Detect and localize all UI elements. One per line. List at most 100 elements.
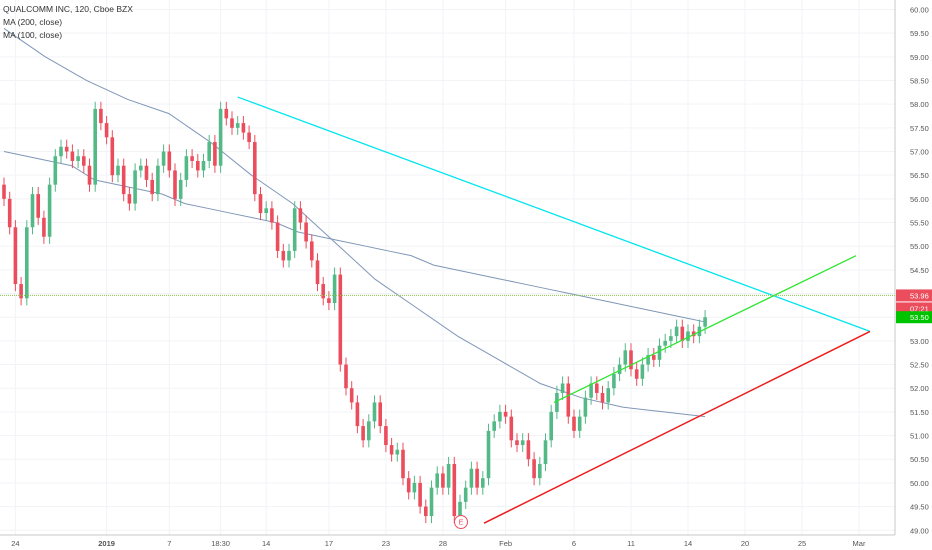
candle-body bbox=[401, 449, 405, 479]
candle-body bbox=[367, 421, 371, 441]
candle-body bbox=[424, 506, 428, 517]
candle-body bbox=[543, 440, 548, 464]
price-tick-label: 52.50 bbox=[910, 361, 929, 370]
candle-body bbox=[270, 208, 274, 223]
candle-body bbox=[583, 397, 588, 417]
chart-legend: QUALCOMM INC, 120, Cboe BZX MA (200, clo… bbox=[3, 3, 133, 42]
time-tick-label: 23 bbox=[382, 539, 390, 548]
ma-200-line bbox=[3, 151, 706, 323]
candle-body bbox=[224, 108, 229, 119]
candle-body bbox=[663, 340, 667, 346]
candle-body bbox=[355, 402, 360, 427]
time-tick-label: 24 bbox=[11, 539, 19, 548]
ma-value: 53.50 bbox=[910, 313, 929, 322]
candle-body bbox=[378, 402, 382, 427]
ma-100-path bbox=[3, 27, 706, 418]
candle-body bbox=[549, 411, 553, 441]
price-tick-label: 56.50 bbox=[910, 171, 929, 180]
candle-body bbox=[372, 402, 377, 422]
ma-200-path bbox=[3, 151, 706, 323]
candle-body bbox=[395, 449, 400, 455]
candle-body bbox=[566, 383, 571, 417]
candle-body bbox=[315, 260, 320, 285]
candle-body bbox=[110, 137, 115, 176]
legend-symbol[interactable]: QUALCOMM INC, 120, Cboe BZX bbox=[3, 4, 133, 14]
candle-body bbox=[13, 227, 18, 285]
candle-body bbox=[657, 345, 662, 360]
candle-body bbox=[629, 350, 633, 370]
time-tick-label: 25 bbox=[798, 539, 806, 548]
candle-body bbox=[384, 426, 388, 446]
price-tick-label: 59.50 bbox=[910, 29, 929, 38]
candle-body bbox=[458, 501, 462, 517]
candle-body bbox=[70, 151, 75, 161]
candle-body bbox=[178, 179, 183, 199]
candle-body bbox=[634, 369, 639, 379]
candle-body bbox=[327, 298, 331, 304]
candle-body bbox=[600, 392, 605, 403]
time-tick-label: 7 bbox=[167, 539, 171, 548]
candle-body bbox=[572, 416, 576, 431]
candle-body bbox=[150, 179, 154, 195]
legend-ma100[interactable]: MA (100, close) bbox=[3, 30, 63, 40]
price-tick-label: 58.00 bbox=[910, 100, 929, 109]
price-tick-label: 49.50 bbox=[910, 503, 929, 512]
candle-body bbox=[127, 194, 132, 204]
candle-body bbox=[82, 156, 86, 166]
trendline-cyan bbox=[237, 96, 871, 333]
candle-body bbox=[589, 383, 593, 398]
price-tick-label: 49.00 bbox=[910, 526, 929, 535]
candle-body bbox=[389, 445, 394, 455]
candle-body bbox=[230, 118, 234, 128]
candle-body bbox=[555, 392, 559, 412]
candle-body bbox=[196, 160, 200, 171]
candle-body bbox=[30, 194, 35, 228]
candle-body bbox=[686, 331, 690, 341]
price-tick-label: 52.00 bbox=[910, 384, 929, 393]
price-tick-label: 53.00 bbox=[910, 337, 929, 346]
price-tick-label: 55.00 bbox=[910, 242, 929, 251]
candle-body bbox=[173, 170, 177, 199]
candle-body bbox=[213, 142, 217, 166]
time-tick-label: 20 bbox=[741, 539, 749, 548]
candle-body bbox=[42, 217, 46, 237]
candle-body bbox=[139, 165, 143, 171]
candle-body bbox=[509, 416, 514, 441]
candle-body bbox=[577, 416, 582, 431]
candle-body bbox=[19, 284, 23, 299]
candle-body bbox=[680, 326, 685, 341]
candle-body bbox=[258, 194, 263, 214]
candle-body bbox=[469, 468, 474, 488]
time-tick-label: 28 bbox=[439, 539, 447, 548]
candle-body bbox=[144, 165, 149, 180]
candle-body bbox=[292, 208, 297, 251]
candle-body bbox=[167, 151, 172, 171]
time-tick-label: 18:30 bbox=[211, 539, 230, 548]
candle-body bbox=[47, 184, 52, 237]
candle-body bbox=[691, 331, 696, 337]
candle-body bbox=[281, 250, 286, 261]
candle-body bbox=[361, 426, 365, 441]
legend-ma200[interactable]: MA (200, close) bbox=[3, 17, 63, 27]
price-tick-label: 51.00 bbox=[910, 432, 929, 441]
candle-body bbox=[36, 194, 40, 218]
candle-body bbox=[99, 108, 103, 124]
price-tick-label: 58.50 bbox=[910, 76, 929, 85]
candle-body bbox=[560, 383, 565, 393]
candle-body bbox=[332, 274, 337, 304]
ma-value-tag bbox=[896, 311, 932, 324]
candle-body bbox=[475, 468, 479, 488]
candle-body bbox=[498, 411, 502, 422]
price-tick-label: 56.00 bbox=[910, 195, 929, 204]
candle-body bbox=[652, 355, 656, 360]
candle-body bbox=[406, 478, 411, 493]
trendline-red bbox=[483, 330, 871, 524]
candle-body bbox=[418, 482, 422, 507]
trendlines[interactable] bbox=[237, 96, 871, 524]
candle-body bbox=[441, 473, 445, 488]
time-tick-label: 14 bbox=[262, 539, 270, 548]
grid-lines bbox=[0, 0, 895, 535]
candle-body bbox=[121, 165, 126, 195]
